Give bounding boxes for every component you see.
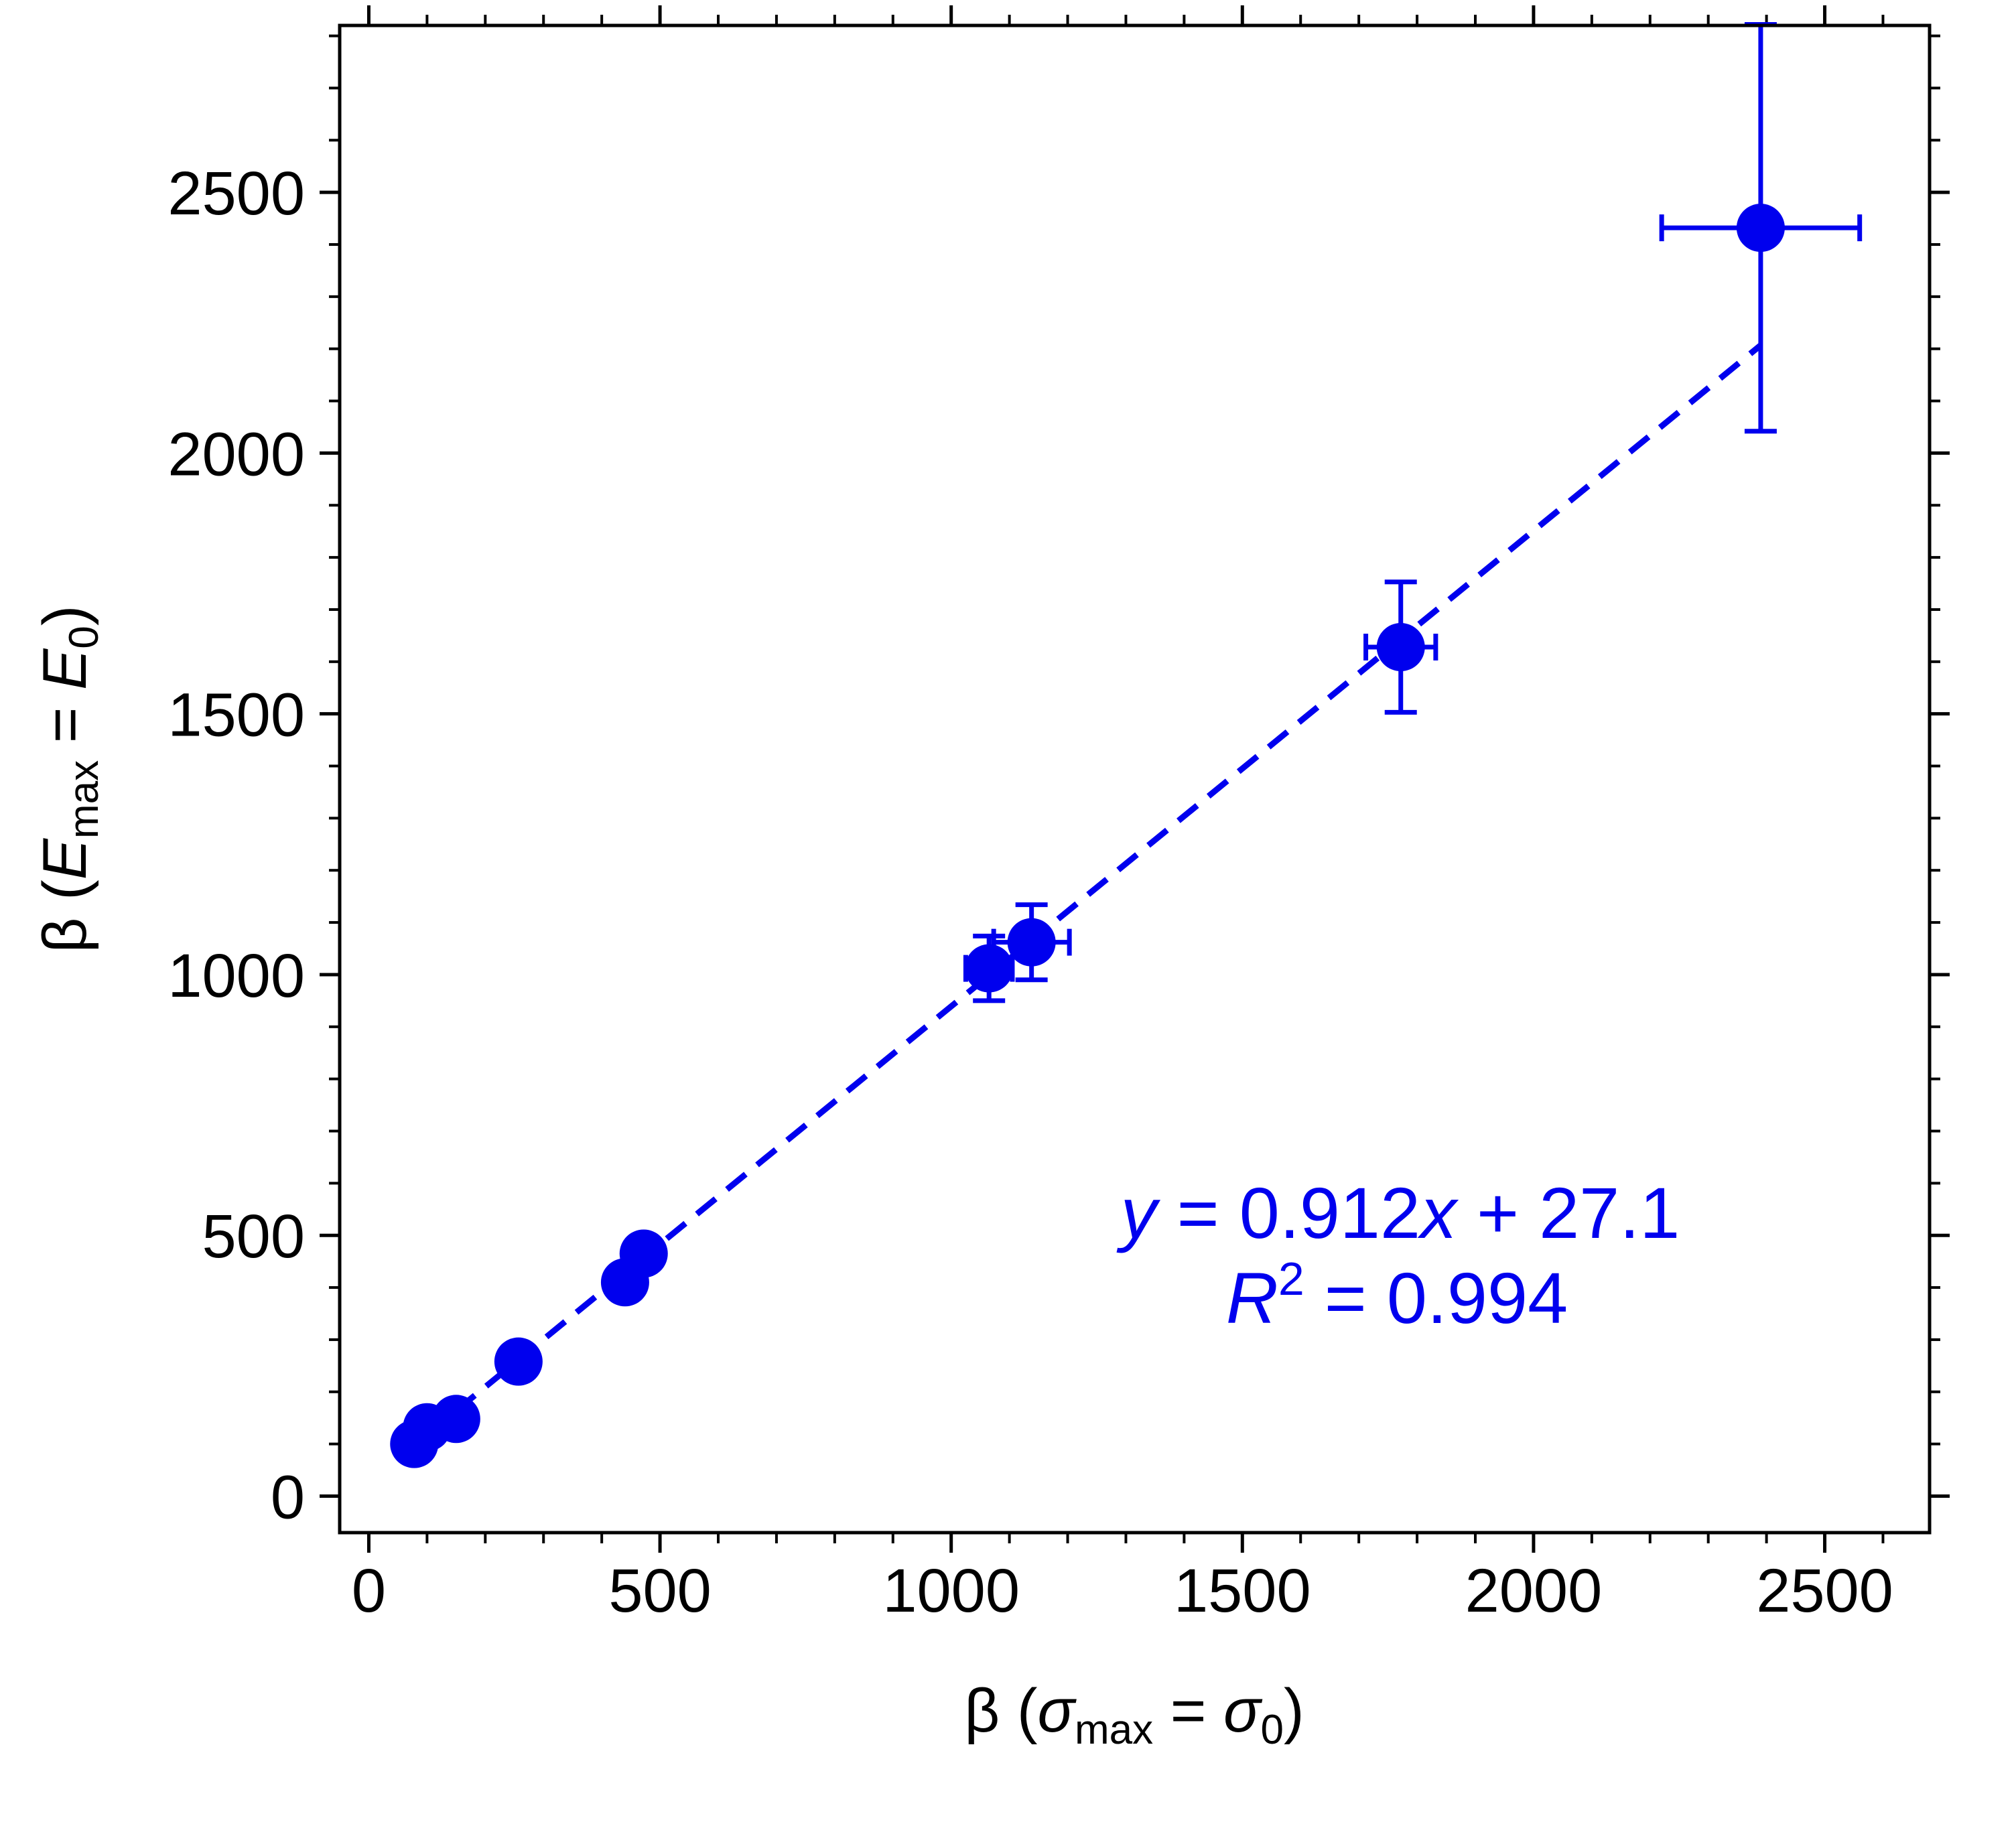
y-tick-label: 0 (271, 1464, 305, 1532)
y-tick-label: 1500 (167, 681, 305, 750)
y-tick-label: 2500 (167, 159, 305, 228)
data-point (1007, 918, 1056, 967)
data-point (1736, 204, 1785, 253)
fit-line (454, 342, 1763, 1413)
x-tick-label: 0 (352, 1557, 386, 1625)
y-axis-label: β (Emax = E0) (31, 606, 107, 953)
x-tick-label: 2000 (1465, 1557, 1603, 1625)
fit-line-layer (454, 342, 1763, 1413)
data-point (965, 944, 1014, 993)
x-axis-label: β (σmax = σ0) (964, 1677, 1304, 1753)
x-tick-label: 1500 (1174, 1557, 1311, 1625)
tick-marks (320, 5, 1950, 1553)
x-tick-label: 1000 (882, 1557, 1020, 1625)
plot-frame (338, 23, 1932, 1535)
data-point (1376, 623, 1425, 672)
data-point (619, 1229, 668, 1278)
x-tick-label: 2500 (1756, 1557, 1893, 1625)
data-point (494, 1337, 543, 1386)
data-point (431, 1395, 480, 1444)
data-points (390, 204, 1785, 1468)
y-tick-label: 2000 (167, 420, 305, 488)
r-squared-annotation: R2 = 0.994 (1226, 1253, 1568, 1338)
x-tick-label: 500 (608, 1557, 712, 1625)
y-tick-label: 500 (202, 1202, 306, 1271)
fit-equation-annotation: y = 0.912x + 27.1 (1116, 1172, 1680, 1253)
y-tick-label: 1000 (167, 942, 305, 1010)
tick-labels: 0 500 1000 1500 2000 2500 0 500 1000 1500 2000 2500 (167, 159, 1893, 1625)
